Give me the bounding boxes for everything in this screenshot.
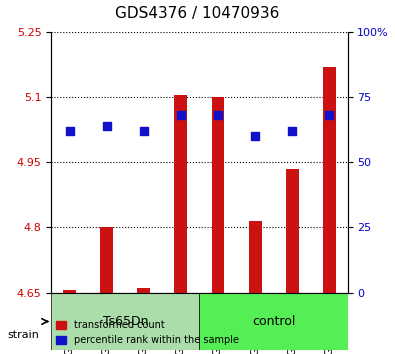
Point — [67, 128, 73, 134]
Bar — [323, 67, 336, 292]
Point — [252, 133, 258, 139]
Bar — [286, 169, 299, 292]
FancyBboxPatch shape — [199, 292, 348, 350]
Point — [104, 123, 110, 129]
FancyBboxPatch shape — [51, 292, 199, 350]
Bar — [100, 227, 113, 292]
Bar — [137, 288, 150, 292]
Bar — [211, 97, 224, 292]
Legend: transformed count, percentile rank within the sample: transformed count, percentile rank withi… — [52, 316, 243, 349]
Bar — [175, 95, 188, 292]
Text: control: control — [252, 315, 295, 328]
Bar — [248, 221, 261, 292]
Text: GDS4376 / 10470936: GDS4376 / 10470936 — [115, 6, 280, 21]
Point — [141, 128, 147, 134]
Text: strain: strain — [8, 330, 40, 339]
Point — [215, 113, 221, 118]
Point — [326, 113, 332, 118]
Bar — [63, 290, 76, 292]
Point — [289, 128, 295, 134]
Point — [178, 113, 184, 118]
Text: Ts65Dn: Ts65Dn — [103, 315, 148, 328]
